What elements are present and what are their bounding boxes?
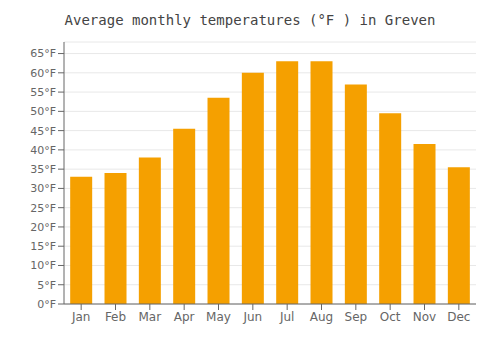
svg-text:May: May: [206, 310, 231, 324]
svg-text:30°F: 30°F: [30, 182, 56, 195]
svg-text:Jan: Jan: [71, 310, 91, 324]
svg-text:35°F: 35°F: [30, 163, 56, 176]
svg-text:45°F: 45°F: [30, 125, 56, 138]
svg-text:Oct: Oct: [380, 310, 401, 324]
html-text:Average monthly temperatures (: Average monthly temperatures (°F ) in Gr…: [64, 12, 436, 28]
svg-text:5°F: 5°F: [37, 279, 56, 292]
svg-text:25°F: 25°F: [30, 202, 56, 215]
svg-text:Dec: Dec: [447, 310, 470, 324]
svg-text:0°F: 0°F: [37, 298, 56, 311]
svg-text:10°F: 10°F: [30, 259, 56, 272]
svg-text:55°F: 55°F: [30, 86, 56, 99]
svg-text:Mar: Mar: [139, 310, 162, 324]
svg-text:60°F: 60°F: [30, 67, 56, 80]
svg-text:15°F: 15°F: [30, 240, 56, 253]
svg-text:50°F: 50°F: [30, 105, 56, 118]
svg-text:Nov: Nov: [413, 310, 436, 324]
svg-text:65°F: 65°F: [30, 47, 56, 60]
svg-text:Feb: Feb: [105, 310, 126, 324]
svg-text:Jun: Jun: [242, 310, 262, 324]
svg-text:Sep: Sep: [345, 310, 368, 324]
svg-text:40°F: 40°F: [30, 144, 56, 157]
svg-text:Jul: Jul: [279, 310, 294, 324]
svg-text:20°F: 20°F: [30, 221, 56, 234]
svg-text:Aug: Aug: [310, 310, 333, 324]
svg-text:Apr: Apr: [174, 310, 195, 324]
